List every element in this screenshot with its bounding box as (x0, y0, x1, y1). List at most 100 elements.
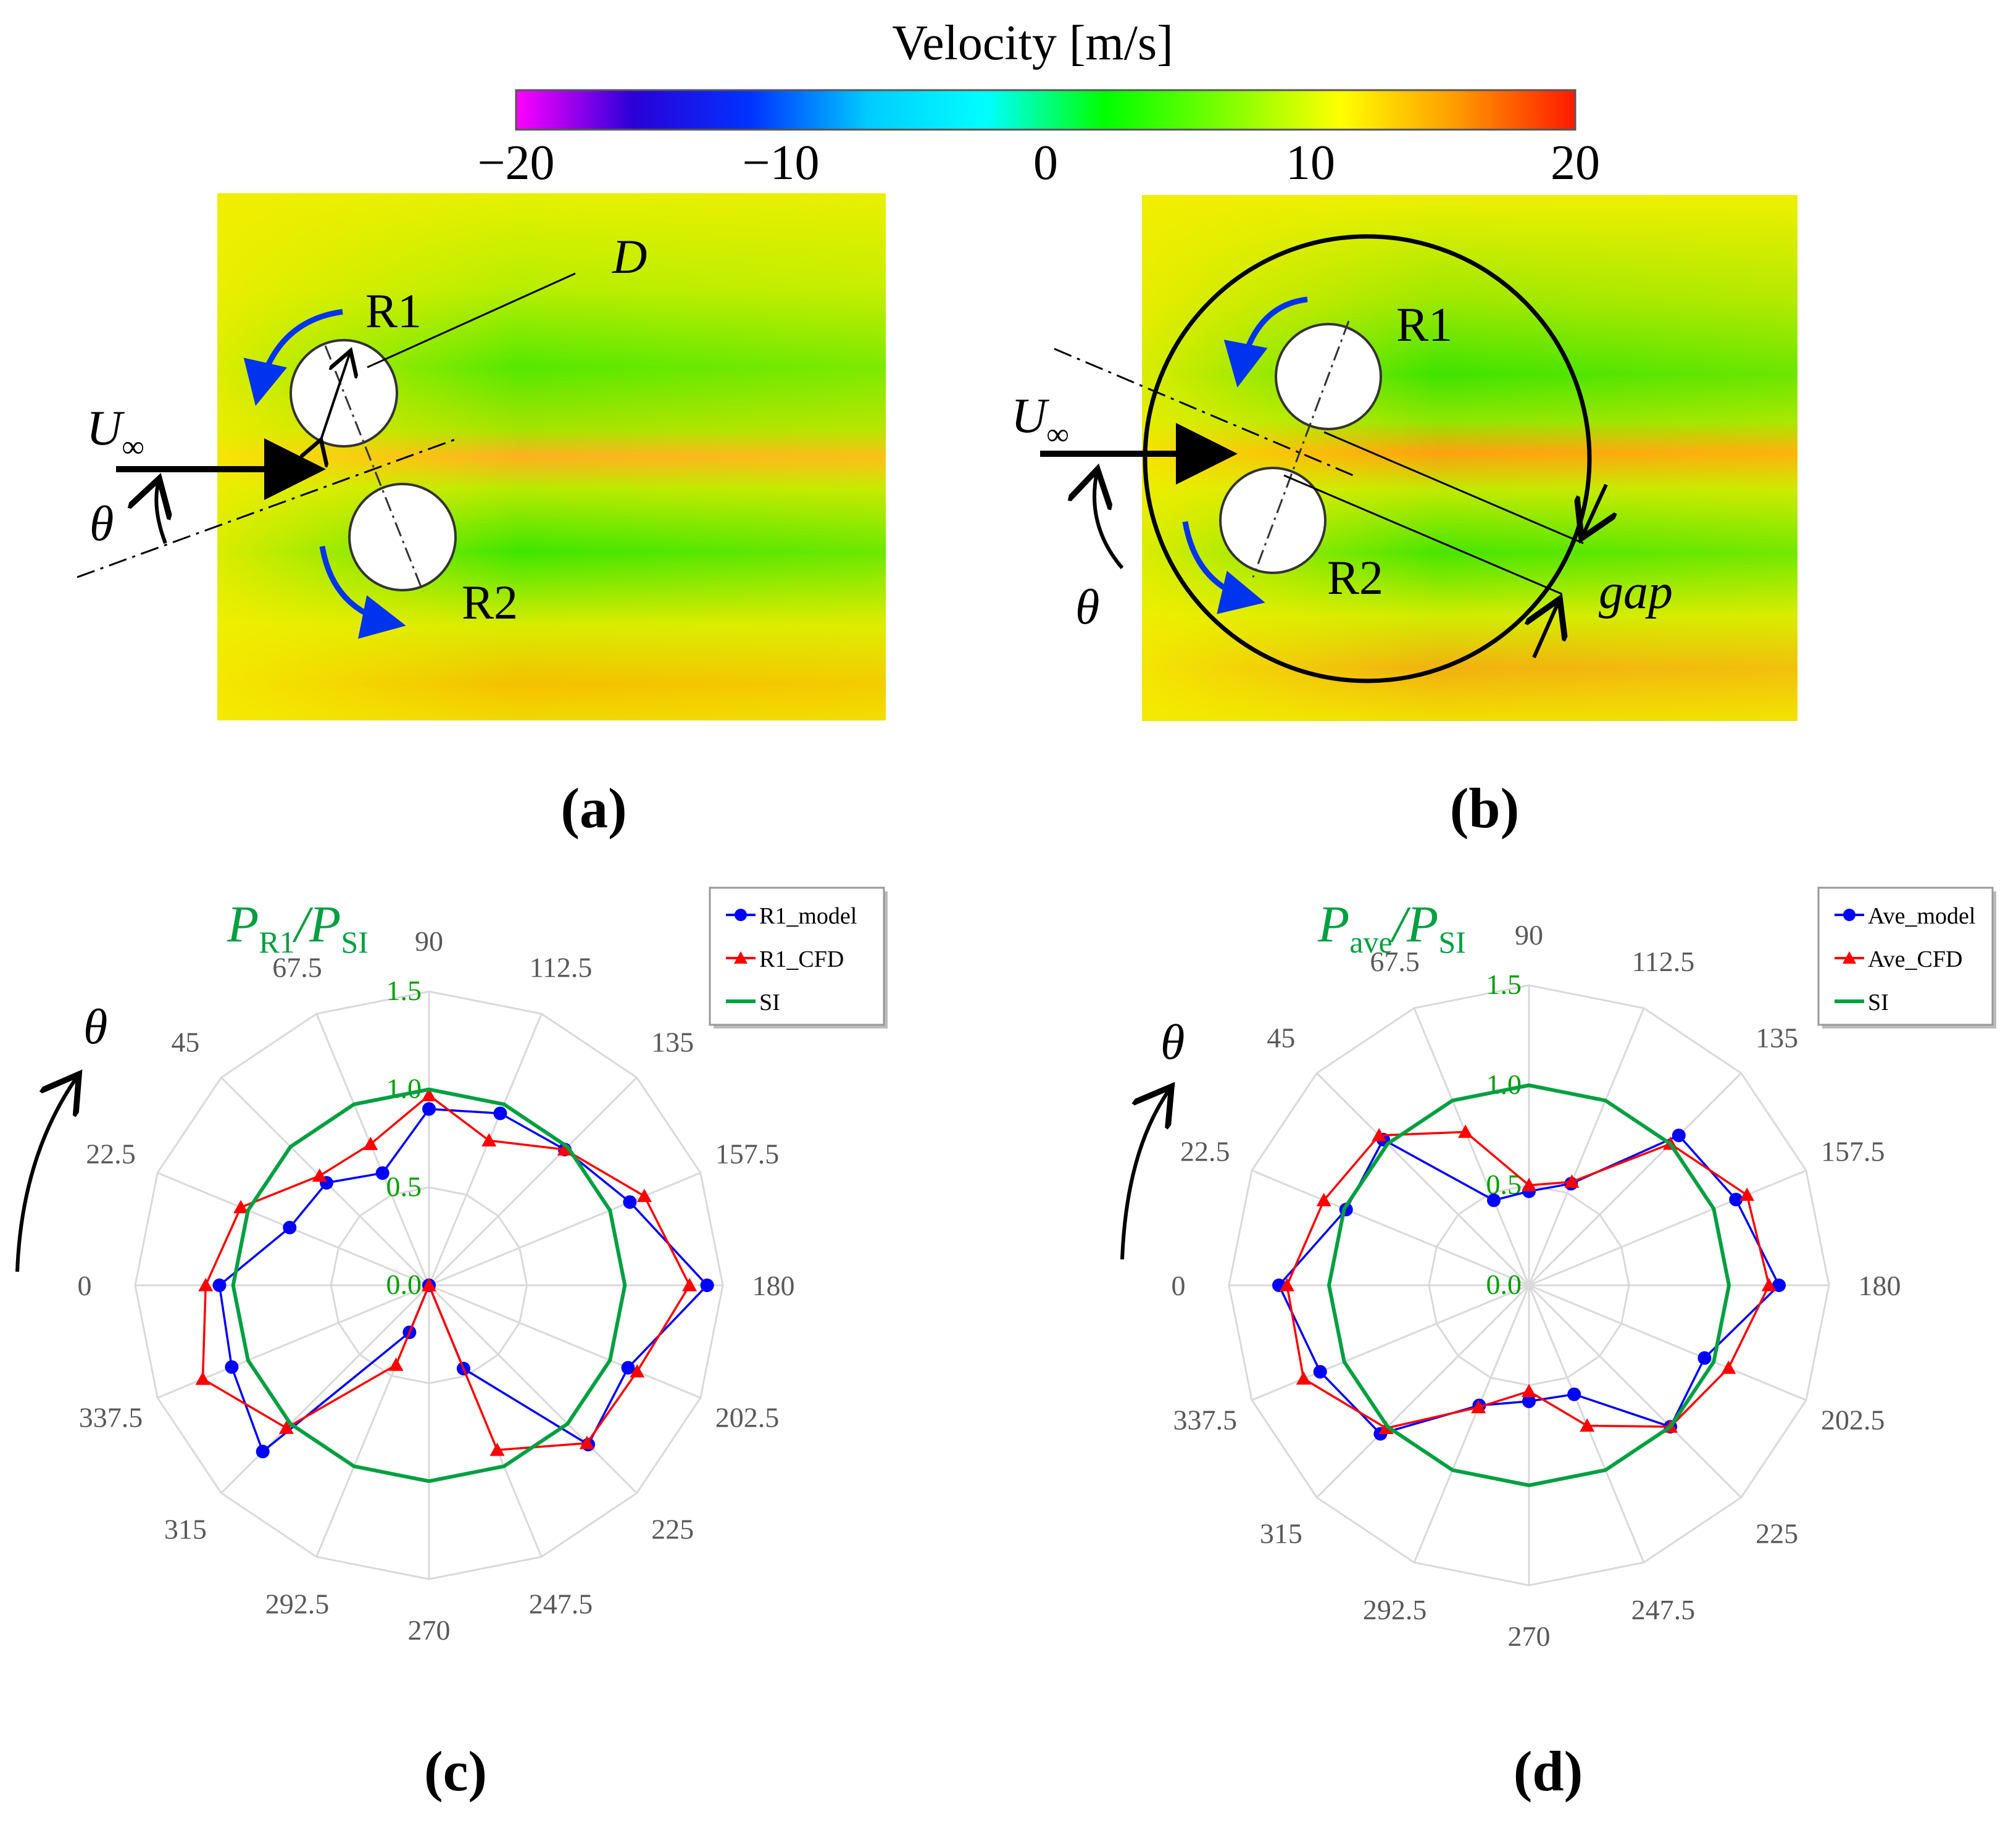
colorbar-title: Velocity [m/s] (892, 16, 1173, 70)
legend-marker-Ave_CFD (1843, 951, 1856, 964)
colorbar-ticks: −20 −10 0 10 20 (477, 136, 1600, 190)
radar-spoke (1413, 1007, 1530, 1286)
radar-angle-label: 112.5 (1632, 946, 1695, 977)
radar-point-R1_CFD (363, 1137, 378, 1150)
radar-angle-label: 67.5 (272, 952, 322, 983)
radar-point-R1_CFD (388, 1358, 404, 1371)
radar-point-R1_CFD (630, 1364, 645, 1378)
colorbar-tick-label: −20 (477, 136, 554, 190)
panel-b-gap-line-2 (1283, 474, 1562, 595)
radar-point-R1_CFD (682, 1278, 698, 1291)
panel-a: D R1 R2 U∞ θ (a) (77, 193, 886, 840)
radar-angle-label: 202.5 (1821, 1404, 1885, 1435)
radar-point-R1_model (283, 1220, 297, 1235)
radar-ring-label: 1.0 (386, 1073, 422, 1104)
radar-point-Ave_CFD (1296, 1371, 1311, 1385)
colorbar-tick-label: 20 (1551, 136, 1600, 190)
panel-b: gap R1 R2 U∞ θ (b) (1011, 195, 1797, 840)
radar-point-Ave_CFD (1458, 1124, 1473, 1138)
colorbar: Velocity [m/s] −20 −10 0 10 20 (477, 16, 1600, 190)
radar-spoke (220, 1284, 430, 1494)
radar-series-line-SI (231, 1087, 627, 1483)
radar-legend: R1_model R1_CFD SI (709, 886, 888, 1028)
legend-marker-R1_model (735, 909, 747, 921)
panel-c-radar-chart: 0.0 0.5 1.0 1.5 0 22.5 45 67.5 90 112.5 135 157.5 18… (15, 886, 888, 1646)
radar-point-R1_model (225, 1360, 239, 1374)
radar-angle-label: 0 (78, 1270, 92, 1301)
radar-spoke (1251, 1284, 1530, 1401)
radar-angle-label: 67.5 (1370, 946, 1420, 977)
colorbar-tick-label: 10 (1286, 136, 1335, 190)
legend-label: SI (759, 990, 780, 1016)
radar-angle-label: 247.5 (1631, 1594, 1696, 1625)
colorbar-bar (515, 89, 1577, 131)
radar-ring-label: 0.0 (386, 1269, 422, 1300)
radar-angle-label: 157.5 (715, 1138, 780, 1170)
radar-point-Ave_CFD (1316, 1193, 1331, 1206)
radar-series-line-SI (1327, 1083, 1731, 1487)
radar-title: PR1/PSI (227, 896, 369, 959)
legend-label: R1_model (759, 903, 857, 929)
colorbar-tick-label: −10 (742, 136, 819, 190)
radar-point-Ave_model (1729, 1193, 1743, 1207)
panel-a-diameter-leader (367, 272, 576, 369)
radar-point-Ave_model (1313, 1365, 1327, 1379)
radar-series-line-R1_model (218, 1108, 709, 1453)
radar-point-R1_CFD (489, 1442, 505, 1456)
legend-label: R1_CFD (759, 946, 844, 972)
radar-point-R1_CFD (312, 1168, 327, 1182)
radar-point-Ave_CFD (1372, 1128, 1387, 1141)
panel-c-label: (c) (424, 1740, 487, 1803)
radar-spoke (428, 1284, 701, 1399)
panel-b-theta-arc (1094, 469, 1124, 569)
radar-angle-label: 45 (171, 1026, 199, 1058)
panel-a-label: (a) (560, 777, 627, 840)
panel-b-r1-rotation-arrow (1223, 296, 1308, 388)
radar-theta-symbol: θ (1160, 1016, 1185, 1070)
radar-point-R1_CFD (278, 1420, 294, 1434)
radar-point-R1_model (700, 1279, 714, 1292)
radar-angle-label: 90 (415, 925, 443, 957)
panel-d-label: (d) (1514, 1740, 1583, 1803)
radar-angle-label: 180 (1859, 1270, 1901, 1301)
radar-spoke (1528, 1169, 1807, 1287)
radar-spoke (428, 1013, 543, 1286)
panel-a-rotor-r2 (348, 483, 457, 591)
radar-spoke (428, 1284, 638, 1494)
radar-point-R1_CFD (422, 1088, 436, 1101)
radar-angle-label: 337.5 (1173, 1404, 1237, 1435)
radar-point-R1_model (422, 1102, 436, 1116)
panel-a-theta-arc (156, 478, 165, 544)
radar-theta-arrow (15, 1074, 79, 1272)
radar-point-Ave_model (1672, 1128, 1686, 1143)
radar-spoke (1413, 1285, 1530, 1563)
legend-label: Ave_CFD (1868, 946, 1962, 972)
radar-spoke (1316, 1284, 1530, 1498)
panel-b-rotor-r1-label: R1 (1396, 298, 1452, 351)
radar-angle-label: 202.5 (715, 1402, 780, 1433)
panel-b-gap-line-1 (1323, 431, 1584, 544)
radar-angle-label: 315 (164, 1514, 207, 1545)
radar-ring-label: 1.0 (1486, 1069, 1522, 1100)
radar-point-Ave_model (1487, 1193, 1501, 1208)
radar-angle-label: 22.5 (86, 1138, 136, 1170)
radar-spoke (1528, 1007, 1645, 1286)
radar-ring-label: 0.0 (1486, 1269, 1522, 1300)
radar-angle-label: 22.5 (1180, 1136, 1230, 1167)
radar-spoke (1251, 1169, 1530, 1287)
radar-point-R1_model (621, 1361, 635, 1375)
radar-point-Ave_CFD (1522, 1383, 1536, 1398)
radar-angle-label: 247.5 (529, 1588, 593, 1620)
radar-spoke (428, 1172, 701, 1287)
panel-b-theta-label: θ (1075, 580, 1099, 635)
legend-label: Ave_model (1868, 903, 1975, 929)
radar-point-R1_CFD (198, 1278, 214, 1291)
legend-marker-Ave_model (1843, 909, 1856, 921)
radar-angle-label: 292.5 (265, 1588, 330, 1620)
panel-b-label: (b) (1450, 777, 1519, 840)
radar-point-R1_model (375, 1166, 389, 1180)
panel-b-rotor-axis-line (1252, 320, 1350, 578)
panel-a-field-shading (217, 193, 886, 720)
radar-point-R1_CFD (195, 1371, 210, 1385)
radar-point-Ave_CFD (1280, 1278, 1294, 1291)
